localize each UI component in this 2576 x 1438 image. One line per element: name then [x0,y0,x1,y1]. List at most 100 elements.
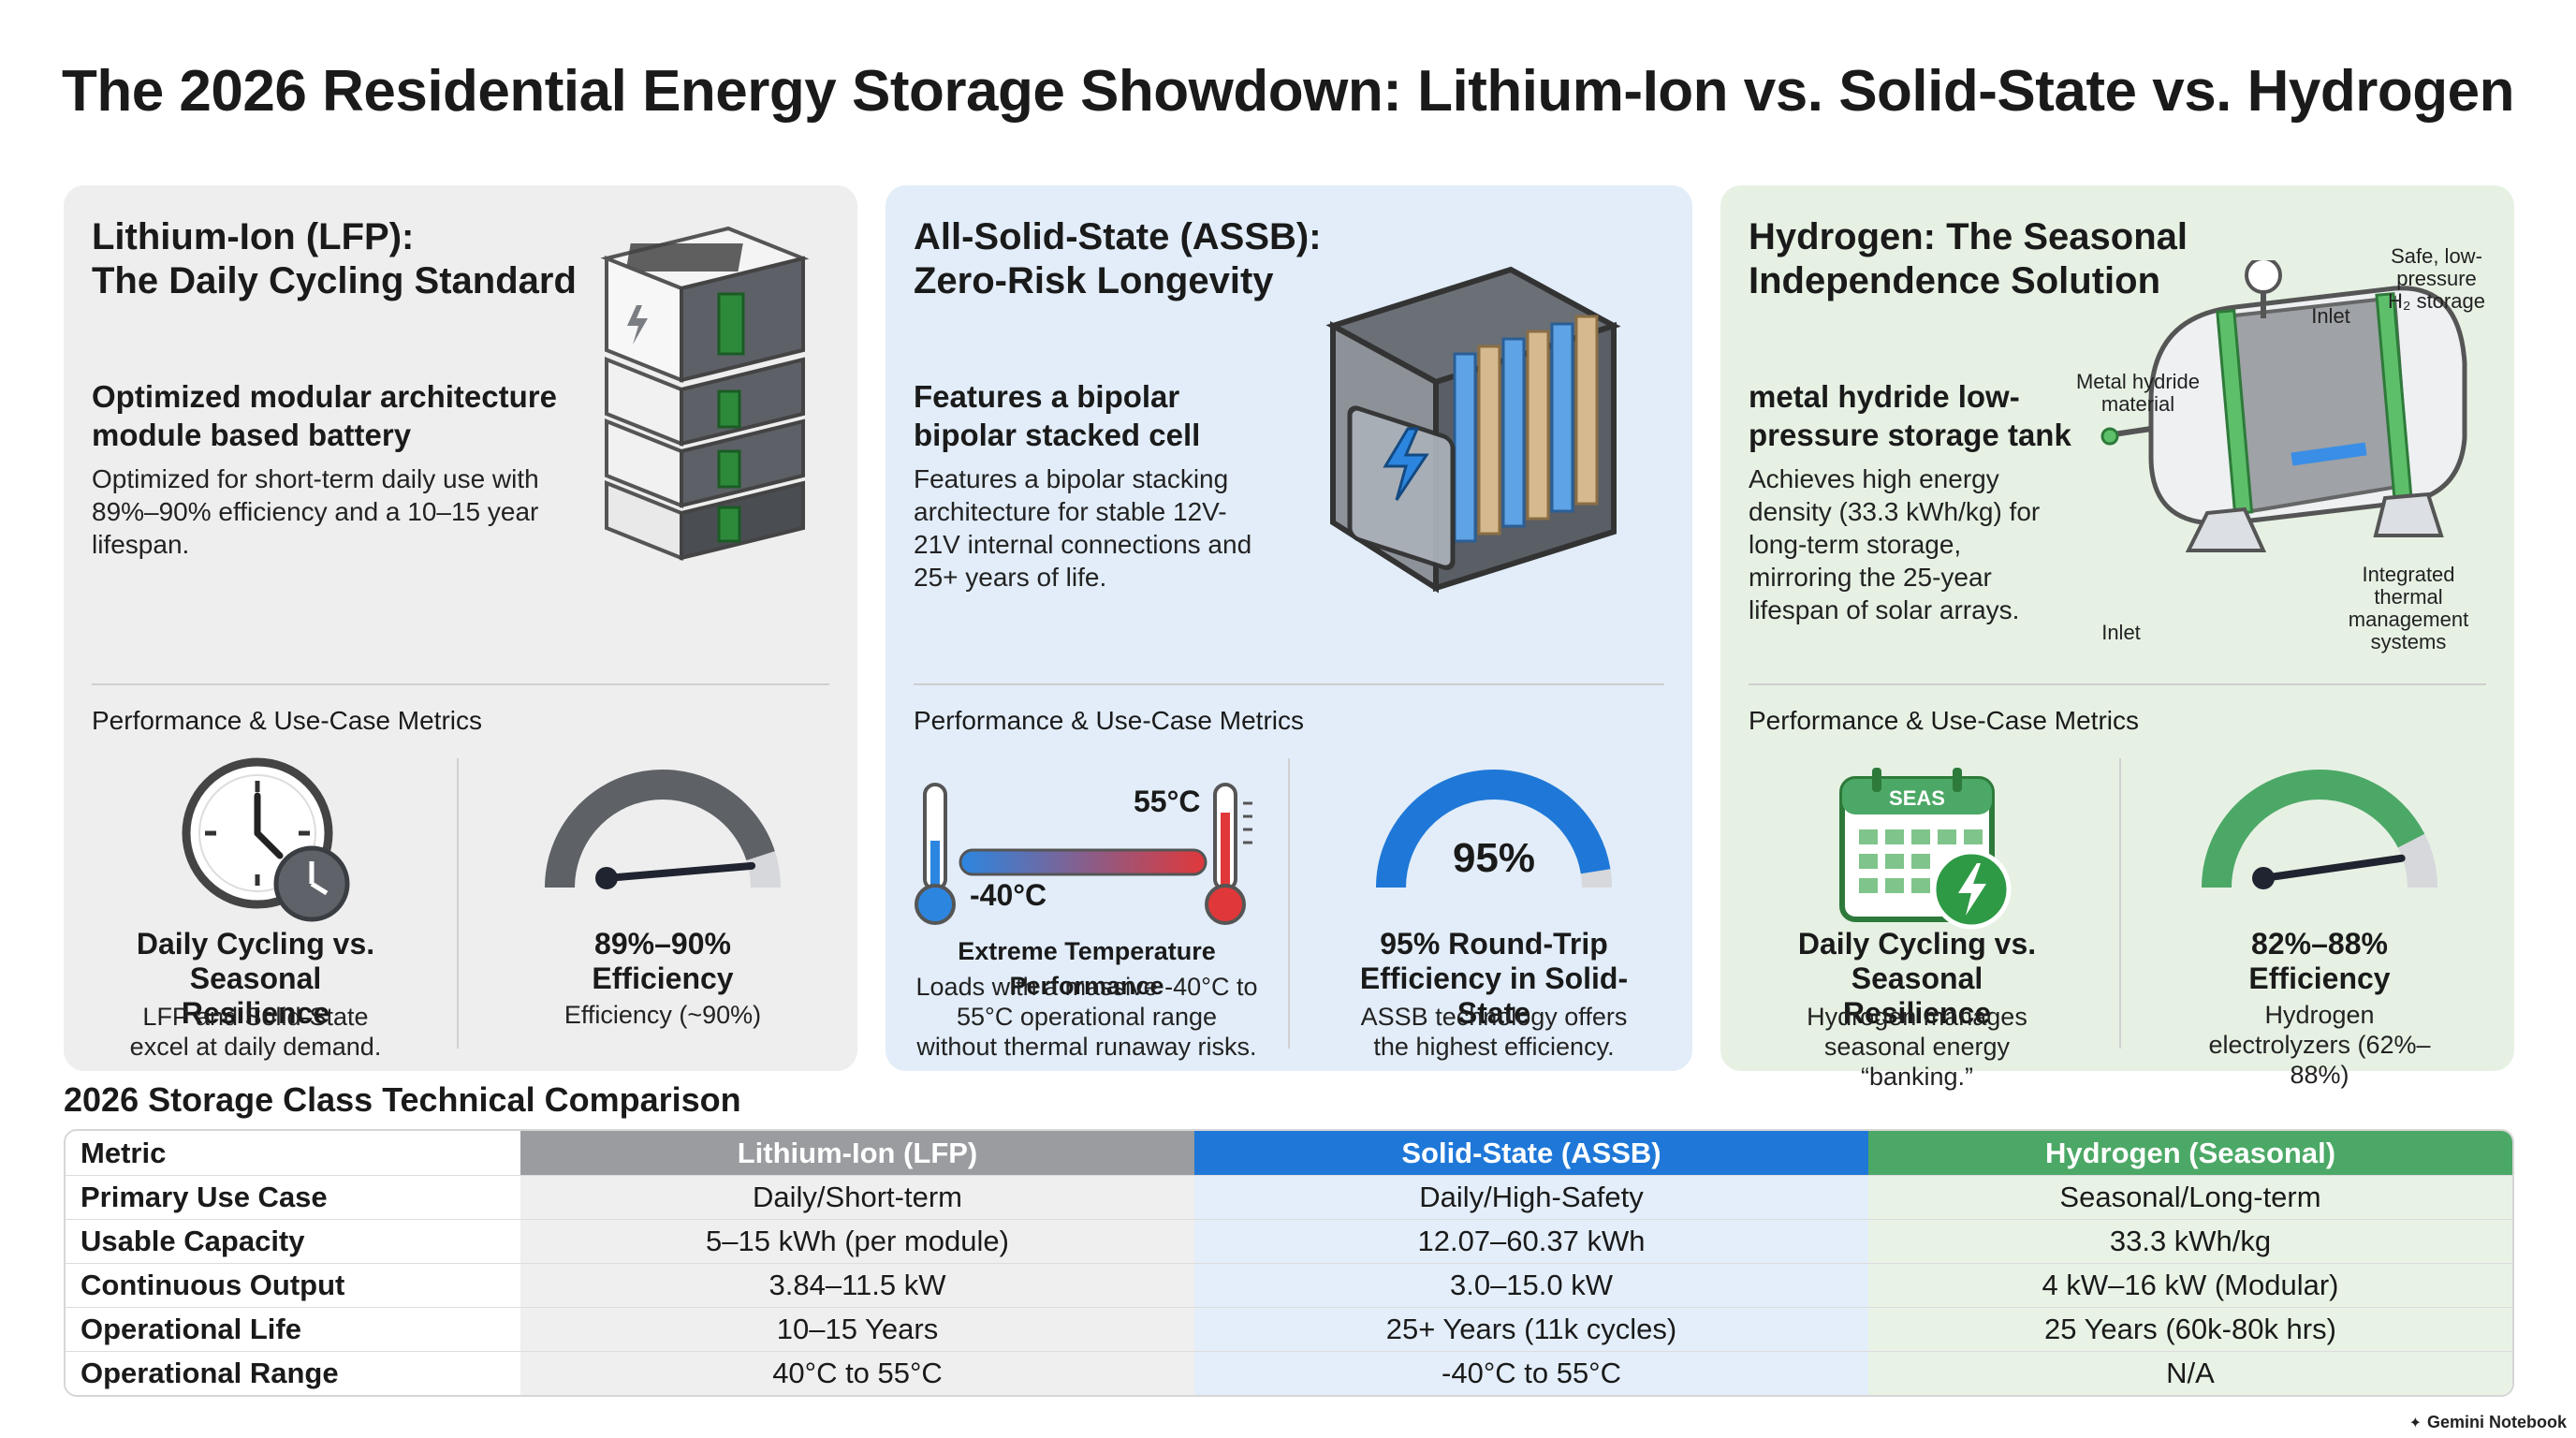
table-cell: Daily/Short-term [520,1175,1194,1219]
table-cell: 25 Years (60k-80k hrs) [1868,1307,2512,1351]
card-title: Hydrogen: The Seasonal Independence Solu… [1749,215,2273,303]
table-row: Usable Capacity 5–15 kWh (per module) 12.0… [66,1219,2512,1263]
metrics-heading: Performance & Use-Case Metrics [914,706,1305,735]
comparison-table: Metric Lithium-Ion (LFP) Solid-State (AS… [64,1129,2514,1397]
table-cell: 25+ Years (11k cycles) [1194,1307,1868,1351]
annotation-text: H₂ storage [2388,289,2485,313]
gauge-fill [545,770,775,888]
card-description: Features a bipolar stacking architecture… [914,464,1252,592]
metric-description: Hydrogen electrolyzers (62%–88%) [2208,1001,2431,1089]
gauge-hub [2252,867,2275,889]
divider [914,683,1664,685]
solid-state-card: All-Solid-State (ASSB): Zero-Risk Longev… [886,185,1692,1071]
table-header-row: Metric Lithium-Ion (LFP) Solid-State (AS… [66,1131,2512,1175]
card-subtitle: Features a bipolar bipolar stacked cell [914,379,1201,452]
calendar-icon [1839,768,2012,930]
calendar-label: SEAS [1889,786,1945,810]
table-cell: N/A [1868,1351,2512,1395]
metric-label: Efficiency [592,961,734,995]
gauge-icon [1376,770,1612,888]
metric-efficiency: 82%–88% Efficiency Hydrogen electrolyzer… [2142,747,2497,1089]
annotation-inlet-bottom: Inlet [2101,621,2141,644]
metric-title: 82%–88% Efficiency [2142,927,2497,996]
hydrogen-card: Hydrogen: The Seasonal Independence Solu… [1720,185,2516,1091]
annotation-material: Metal hydride material [2075,370,2201,416]
gauge-fill [1376,770,1611,888]
gauge-value: 95% [1452,835,1536,881]
page-title: The 2026 Residential Energy Storage Show… [61,59,2515,124]
divider [1749,683,2486,685]
gauge-fill [2202,770,2425,888]
table-cell: 40°C to 55°C [520,1351,1194,1395]
card-title: All-Solid-State (ASSB): Zero-Risk Longev… [914,215,1438,303]
metric-title: 89%–90% Efficiency [485,927,841,996]
metric-separator [1288,758,1290,1049]
table-row: Operational Life 10–15 Years 25+ Years (11… [66,1307,2512,1351]
table-cell: 3.84–11.5 kW [520,1263,1194,1307]
table-row-label: Operational Range [66,1351,520,1395]
table-row-label: Usable Capacity [66,1219,520,1263]
metric-round-trip-efficiency: 95% 95% Round-Trip Efficiency in Solid-S… [1307,747,1681,1065]
gemini-logo-icon: ✦ [2408,1416,2422,1431]
table-header-cell: Metric [66,1131,520,1175]
table-cell: -40°C to 55°C [1194,1351,1868,1395]
metric-title: Extreme Temperature Performance [958,937,1216,1000]
gauge-needle [2260,854,2406,882]
table-cell: 10–15 Years [520,1307,1194,1351]
card-description: Optimized for short-term daily use with … [92,464,539,559]
table-row-label: Continuous Output [66,1263,520,1307]
metric-title: Daily Cycling vs. Seasonal Resilience [136,927,375,1030]
metric-label: Efficiency [2248,961,2391,995]
table-row: Primary Use Case Daily/Short-term Daily/Hi… [66,1175,2512,1219]
metric-description: LFP and Solid-State excel at daily deman… [129,1003,382,1061]
stacked-battery-module-icon [600,226,810,561]
table-cell: 4 kW–16 kW (Modular) [1868,1263,2512,1307]
card-title-line: Hydrogen: The Seasonal [1749,216,2188,257]
table-row-label: Operational Life [66,1307,520,1351]
temperature-high-label: 55°C [1134,785,1201,818]
table-cell: 3.0–15.0 kW [1194,1263,1868,1307]
temperature-low-label: -40°C [970,878,1047,912]
footer-brand: ✦ Gemini Notebook [2409,1413,2567,1432]
table-row-label: Primary Use Case [66,1175,520,1219]
metric-value: 89%–90% [594,927,731,961]
table-title: 2026 Storage Class Technical Comparison [64,1080,741,1119]
metric-title: 95% Round-Trip Efficiency in Solid-State [1359,927,1629,1030]
metric-daily-cycling: Daily Cycling vs. Seasonal Resilience LF… [78,747,433,1065]
table-cell: 12.07–60.37 kWh [1194,1219,1868,1263]
metric-seasonal-resilience: SEAS Daily Cycling vs. Seasonal Resilien… [1739,747,2095,1091]
table-row: Operational Range 40°C to 55°C -40°C to 55… [66,1351,2512,1395]
thermometer-icon [915,783,1252,925]
hydrogen-tank-icon [2100,260,2467,552]
card-title-line: Zero-Risk Longevity [914,260,1274,301]
card-title-line: Lithium-Ion (LFP): [92,216,415,257]
annotation-storage: Safe, low-pressure H₂ storage [2357,245,2516,313]
card-title-line: The Daily Cycling Standard [92,260,577,301]
gauge-hub [595,867,618,889]
card-subtitle: metal hydride low-pressure storage tank [1749,379,2071,452]
metric-value: 82%–88% [2251,927,2388,961]
annotation-text: Safe, low-pressure [2391,244,2482,290]
table-header-cell: Lithium-Ion (LFP) [520,1131,1194,1175]
metric-separator [2119,758,2121,1049]
card-description: Achieves high energy density (33.3 kWh/k… [1749,464,2041,624]
lithium-ion-card: Lithium-Ion (LFP): The Daily Cycling Sta… [64,185,857,1071]
metric-description: Hydrogen manages seasonal energy “bankin… [1807,1003,2027,1091]
metric-title: Daily Cycling vs. Seasonal Resilience [1797,927,2037,1030]
metric-separator [457,758,459,1049]
card-subtitle: Optimized modular architecture module ba… [92,379,557,452]
annotation-inlet-top: Inlet [2311,304,2350,328]
card-title-line: All-Solid-State (ASSB): [914,216,1322,257]
card-title: Lithium-Ion (LFP): The Daily Cycling Sta… [92,215,616,303]
gauge-needle [603,861,756,882]
table-header-cell: Hydrogen (Seasonal) [1868,1131,2512,1175]
footer-brand-text: Gemini Notebook [2426,1413,2567,1431]
table-cell: 33.3 kWh/kg [1868,1219,2512,1263]
metrics-heading: Performance & Use-Case Metrics [1749,706,2140,735]
table-cell: Seasonal/Long-term [1868,1175,2512,1219]
solid-state-cell-icon [1325,266,1621,594]
gauge-icon [2202,770,2437,889]
metric-efficiency: 89%–90% Efficiency Efficiency (~90%) [485,747,841,1065]
metric-description: Efficiency (~90%) [564,1001,762,1029]
clock-icon [182,757,350,922]
